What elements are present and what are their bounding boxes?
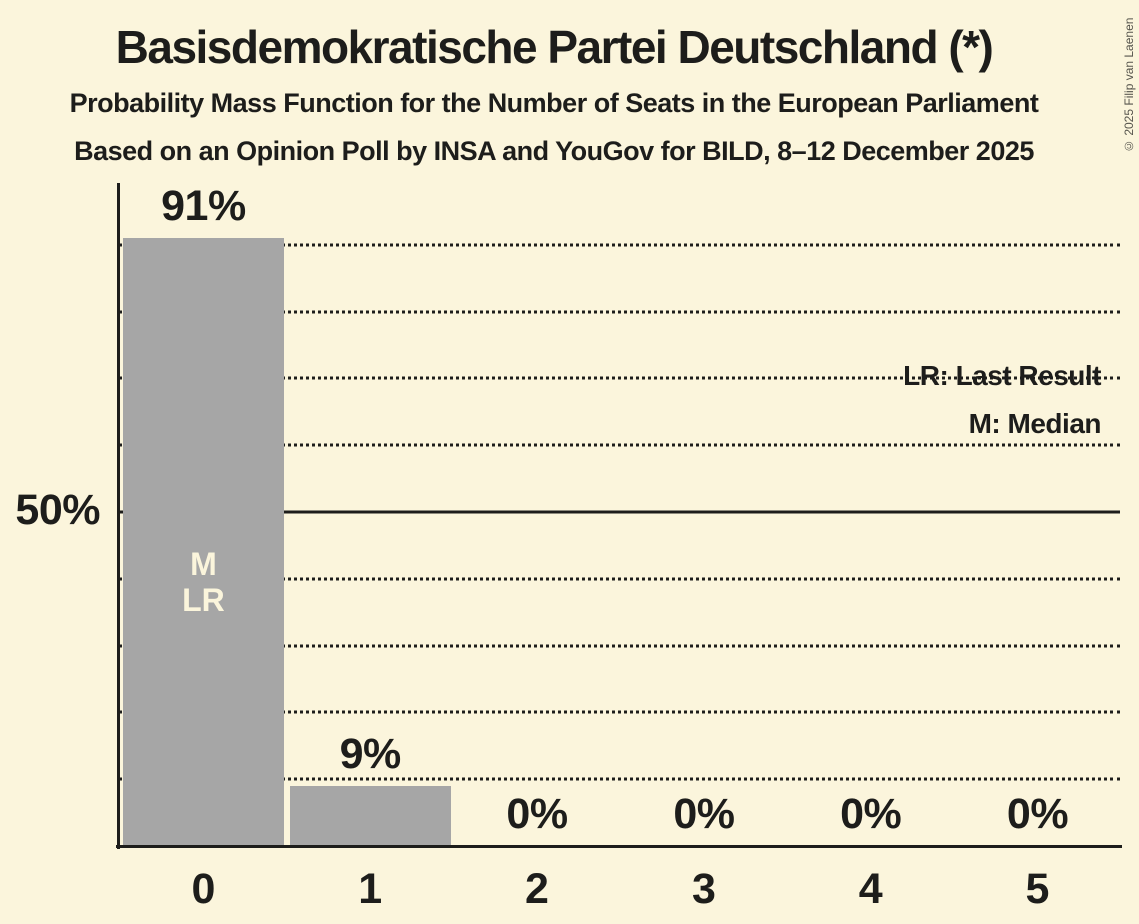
bar-slot-5: 0% — [954, 178, 1121, 846]
chart-title: Basisdemokratische Partei Deutschland (*… — [115, 21, 994, 73]
bar-slot-4: 0% — [787, 178, 954, 846]
median-marker: M — [190, 546, 217, 583]
chart-source-line: Based on an Opinion Poll by INSA and You… — [74, 136, 1034, 166]
copyright-notice: © 2025 Filip van Laenen — [1122, 17, 1136, 153]
bar-slot-2: 0% — [454, 178, 621, 846]
gridline-80-percent — [119, 310, 1120, 314]
x-tick-label-4: 4 — [858, 865, 883, 913]
x-tick-label-3: 3 — [691, 865, 716, 913]
last-result-marker: LR — [182, 582, 225, 619]
gridline-90-percent — [119, 243, 1120, 247]
bar-slot-3: 0% — [621, 178, 788, 846]
x-axis-line — [116, 845, 1122, 848]
bar-value-label-2: 0% — [506, 790, 568, 838]
bar-0: M LR — [123, 238, 284, 846]
gridline-40-percent — [119, 577, 1120, 581]
x-tick-label-5: 5 — [1025, 865, 1050, 913]
bar-value-label-3: 0% — [673, 790, 735, 838]
bar-value-label-0: 91% — [161, 182, 246, 231]
x-tick-label-2: 2 — [525, 865, 549, 913]
gridline-50-percent — [119, 510, 1120, 514]
bar-slot-1: 9% — [287, 178, 454, 846]
bar-1 — [289, 785, 451, 846]
gridline-10-percent — [119, 777, 1120, 781]
y-axis-tick-label-50: 50% — [15, 486, 100, 534]
x-axis-tick-labels: 0 1 2 3 4 5 — [119, 868, 1120, 912]
bar-value-label-4: 0% — [840, 790, 902, 838]
plot-area: LR: Last Result M: Median M LR 91% 9% 0%… — [116, 178, 1122, 849]
legend-last-result: LR: Last Result — [903, 360, 1101, 391]
bar-slot-0: M LR 91% — [120, 178, 287, 846]
chart-subtitle: Probability Mass Function for the Number… — [69, 88, 1039, 118]
bar-value-label-1: 9% — [339, 729, 402, 778]
y-axis-line — [117, 183, 120, 849]
x-tick-label-0: 0 — [191, 865, 216, 913]
legend-median: M: Median — [968, 408, 1102, 439]
gridline-70-percent — [119, 376, 1120, 380]
median-last-result-annotation: M LR — [123, 546, 284, 618]
gridline-20-percent — [119, 710, 1120, 714]
gridline-30-percent — [119, 644, 1120, 648]
x-tick-label-1: 1 — [358, 865, 383, 913]
gridline-60-percent — [119, 443, 1120, 447]
bar-value-label-5: 0% — [1006, 790, 1069, 838]
